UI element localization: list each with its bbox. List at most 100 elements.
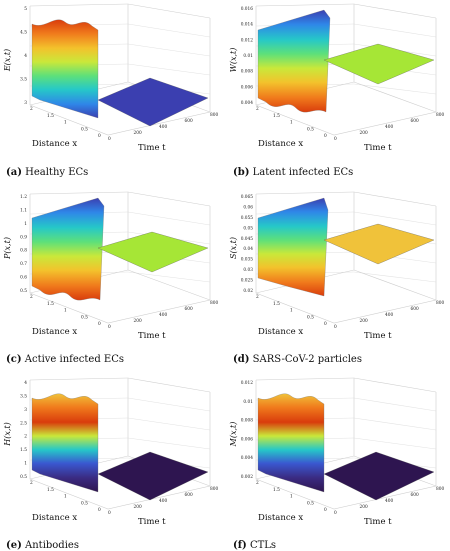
distance-tick-label: 2 [30,481,33,486]
time-tick-label: 800 [210,487,218,492]
panel-tag: (b) [233,167,250,178]
z-tick-label: 0.055 [241,216,254,221]
time-axis-label: Time t [364,143,392,153]
distance-axis-label: Distance x [258,139,303,149]
panel-caption: (e) Antibodies [6,540,79,551]
distance-tick-label: 2 [256,295,259,300]
time-tick-label: 800 [436,487,444,492]
time-tick-label: 400 [159,499,167,504]
time-tick-label: 800 [436,113,444,118]
panel-tag: (a) [6,167,22,178]
time-tick-label: 200 [134,319,142,324]
time-tick-label: 200 [134,505,142,510]
time-tick-label: 0 [108,325,111,330]
distance-tick-label: 2 [30,295,33,300]
z-tick-label: 0.02 [243,289,253,294]
z-tick-label: 0.01 [243,54,253,59]
surface-front [31,197,105,301]
panel-caption: (b) Latent infected ECs [233,167,353,178]
distance-tick-label: 2 [30,107,33,112]
time-tick-label: 200 [360,505,368,510]
distance-tick-label: 1.5 [273,302,280,307]
distance-tick-label: 1 [64,309,67,314]
time-tick-label: 200 [360,131,368,136]
time-tick-label: 400 [159,313,167,318]
surface-plateau [97,451,209,501]
z-tick-label: 4 [24,54,27,59]
panel-e: 4 3.5 3 2.5 2 1.5 1 0.5 H(x,t) 2 1.5 1 0.5 0 0 200 400 60… [0,374,224,542]
distance-tick-label: 0.5 [81,315,88,320]
surface-front [257,197,329,297]
z-tick-label: 3 [24,101,27,106]
z-tick-label: 3 [24,408,27,413]
panel-caption-text: CTLs [246,540,277,551]
time-tick-label: 0 [334,511,337,516]
panel-caption: (d) SARS-CoV-2 particles [233,354,362,365]
surface-plot: 4 3.5 3 2.5 2 1.5 1 0.5 H(x,t) 2 1.5 1 0.5 0 0 200 400 60… [3,377,218,527]
z-tick-label: 0.7 [20,262,27,267]
z-tick-label: 1 [24,462,27,467]
surface-plot: 0.012 0.01 0.008 0.006 0.004 0.002 M(x,t) 2 1.5 1… [229,377,444,527]
surface-plot: 1.2 1.1 1 0.9 0.8 0.7 0.6 0.5 P(x,t) 2 1.5 1 0.5 0 0 20… [3,191,218,341]
distance-tick-label: 1 [290,121,293,126]
distance-tick-label: 1.5 [47,488,54,493]
time-tick-label: 0 [108,137,111,142]
surface-front [31,19,99,119]
z-tick-label: 3.5 [20,394,27,399]
time-tick-label: 800 [210,301,218,306]
panel-caption-text: Antibodies [21,540,79,551]
surface-plateau [323,451,435,501]
panel-c: 1.2 1.1 1 0.9 0.8 0.7 0.6 0.5 P(x,t) 2 1.5 1 0.5 0 0 20… [0,188,224,356]
distance-tick-label: 0.5 [81,127,88,132]
time-tick-label: 800 [436,301,444,306]
distance-tick-label: 1.5 [273,488,280,493]
distance-tick-label: 1 [64,121,67,126]
z-axis-label: E(x,t) [3,49,12,72]
surface-plateau [97,231,209,273]
distance-tick-label: 0.5 [307,127,314,132]
z-tick-label: 0.004 [241,456,254,461]
surface-plot: 0.016 0.014 0.012 0.01 0.008 0.006 0.004 W(x,t)… [229,3,444,153]
time-tick-label: 600 [411,493,419,498]
z-tick-label: 1.2 [20,195,27,200]
time-tick-label: 0 [334,325,337,330]
z-tick-label: 3.5 [20,78,27,83]
time-tick-label: 800 [210,113,218,118]
time-tick-label: 600 [411,307,419,312]
time-axis-label: Time t [138,517,166,527]
distance-axis-label: Distance x [32,327,77,337]
z-tick-label: 2.5 [20,421,27,426]
z-tick-label: 0.002 [241,475,254,480]
surface-front [257,393,325,493]
z-tick-label: 0.01 [243,400,253,405]
distance-tick-label: 0 [98,322,101,327]
panel-d: 0.065 0.06 0.055 0.05 0.045 0.04 0.035 0.03 0.02… [226,188,450,356]
surface-plateau [97,77,209,127]
z-tick-label: 0.025 [241,279,254,284]
panel-caption: (c) Active infected ECs [6,354,124,365]
distance-tick-label: 1.5 [47,114,54,119]
panel-caption: (f) CTLs [233,540,276,551]
distance-axis-label: Distance x [32,139,77,149]
z-tick-label: 0.6 [20,276,27,281]
distance-tick-label: 0.5 [307,315,314,320]
panel-tag: (f) [233,540,247,551]
distance-tick-label: 2 [256,107,259,112]
time-tick-label: 0 [334,137,337,142]
z-tick-label: 0.045 [241,237,254,242]
panel-tag: (c) [6,354,22,365]
time-tick-label: 400 [385,125,393,130]
panel-tag: (e) [6,540,22,551]
z-tick-label: 0.05 [243,226,253,231]
z-tick-label: 4 [24,381,27,386]
z-axis-label: W(x,t) [229,48,238,73]
time-tick-label: 0 [108,511,111,516]
z-tick-label: 0.06 [243,205,253,210]
z-tick-label: 0.065 [241,195,254,200]
surface-front [257,9,331,113]
z-tick-label: 0.5 [20,289,27,294]
distance-axis-label: Distance x [32,513,77,523]
distance-axis-label: Distance x [258,327,303,337]
panel-caption-text: Active infected ECs [21,354,124,365]
distance-tick-label: 1.5 [273,114,280,119]
